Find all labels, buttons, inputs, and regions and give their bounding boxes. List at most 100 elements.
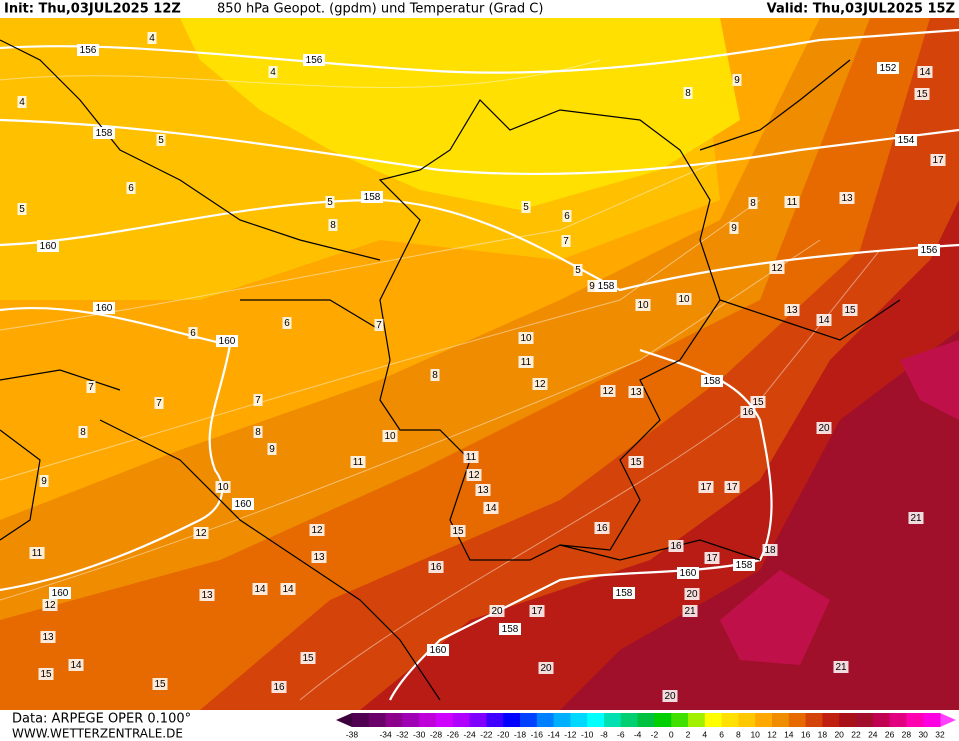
legend-tick-label: -10 <box>581 729 594 739</box>
temperature-label-box <box>762 544 778 556</box>
legend-tick-label: 28 <box>902 729 912 739</box>
geopotential-label-box <box>361 191 383 203</box>
geopotential-label: 158 <box>736 560 753 571</box>
temperature-label-box <box>529 605 545 617</box>
legend-swatch <box>788 713 807 727</box>
temperature-label: 14 <box>919 67 931 78</box>
legend-swatch <box>620 713 639 727</box>
temperature-label-box <box>676 293 692 305</box>
temperature-label-box <box>328 219 338 231</box>
temperature-label: 7 <box>255 395 261 406</box>
legend-swatch <box>721 713 739 727</box>
geopotential-label-box <box>595 280 617 292</box>
temperature-label-box <box>532 378 548 390</box>
temperature-label-box <box>662 690 678 702</box>
geopotential-label: 160 <box>96 303 113 314</box>
temperature-label: 21 <box>910 513 922 524</box>
legend-swatch <box>822 713 840 727</box>
geopotential-label: 158 <box>96 128 113 139</box>
temperature-label-box <box>483 502 499 514</box>
temperature-label: 5 <box>575 265 581 276</box>
init-time: Init: Thu,03JUL2025 12Z <box>4 2 181 17</box>
geopotential-label-box <box>37 240 59 252</box>
legend-tick-label: -24 <box>463 729 476 739</box>
header-band <box>0 0 959 18</box>
geopotential-label-box <box>895 134 917 146</box>
temperature-label: 15 <box>302 653 314 664</box>
temperature-label-box <box>930 154 946 166</box>
temperature-label: 7 <box>88 382 94 393</box>
temperature-label: 17 <box>932 155 944 166</box>
legend-tick-label: -16 <box>531 729 544 739</box>
temperature-label: 14 <box>70 660 82 671</box>
temperature-label-box <box>587 280 597 292</box>
legend-swatch <box>872 713 891 727</box>
temperature-label: 14 <box>485 503 497 514</box>
temperature-label: 15 <box>154 679 166 690</box>
geopotential-line <box>0 118 959 176</box>
legend-tick-label: 16 <box>801 729 811 739</box>
geopotential-label-box <box>701 375 723 387</box>
legend-swatch <box>856 713 874 727</box>
legend-tick-label: -8 <box>600 729 608 739</box>
temperature-label-box <box>463 451 479 463</box>
temperature-label: 16 <box>430 562 442 573</box>
legend-swatch <box>839 713 857 727</box>
temperature-label: 20 <box>818 423 830 434</box>
legend-tick-label: -2 <box>651 729 659 739</box>
temperature-label-box <box>518 332 534 344</box>
geopotential-label-box <box>499 623 521 635</box>
legend-arrow <box>940 713 956 727</box>
temperature-label: 10 <box>520 333 532 344</box>
temperature-label-box <box>917 66 933 78</box>
legend-tick-label: 8 <box>736 729 741 739</box>
legend-tick-label: -6 <box>617 729 625 739</box>
legend-tick-label: -26 <box>447 729 460 739</box>
temperature-label-box <box>282 317 292 329</box>
temperature-label: 9 <box>731 223 737 234</box>
temperature-label-box <box>68 659 84 671</box>
temperature-label: 16 <box>670 541 682 552</box>
legend-tick-label: -34 <box>379 729 392 739</box>
temperature-label-box <box>154 397 164 409</box>
geopotential-label-box <box>77 44 99 56</box>
geopotential-label: 160 <box>52 588 69 599</box>
geopotential-label: 156 <box>306 55 323 66</box>
legend-swatch <box>436 713 454 727</box>
legend-tick-label: 6 <box>719 729 724 739</box>
geopotential-label-box <box>93 127 115 139</box>
temperature-label-box <box>253 426 263 438</box>
temperature-label: 13 <box>630 387 642 398</box>
temperature-label: 11 <box>521 357 532 368</box>
temperature-label: 13 <box>313 552 325 563</box>
temperature-label-box <box>750 396 766 408</box>
legend-swatch <box>570 713 588 727</box>
temperature-label: 12 <box>311 525 323 536</box>
temperature-label-box <box>769 262 785 274</box>
temperature-label-box <box>215 481 231 493</box>
geopotential-label-box <box>93 302 115 314</box>
temperature-label-box <box>350 456 366 468</box>
geopotential-label: 156 <box>80 45 97 56</box>
geopotential-label-box <box>216 335 238 347</box>
temperature-label: 20 <box>686 589 698 600</box>
temperature-label: 5 <box>523 202 529 213</box>
temperature-label-box <box>682 605 698 617</box>
temperature-label-box <box>309 524 325 536</box>
temperature-label: 12 <box>468 470 480 481</box>
temperature-label-box <box>430 369 440 381</box>
temperature-label-box <box>152 678 168 690</box>
temperature-label: 6 <box>284 318 290 329</box>
temperature-label: 12 <box>534 379 546 390</box>
temperature-label-box <box>914 88 930 100</box>
temperature-label: 10 <box>678 294 690 305</box>
border <box>378 99 721 561</box>
legend-swatch <box>889 713 907 727</box>
temperature-label: 16 <box>596 523 608 534</box>
geopotential-label-box <box>877 62 899 74</box>
geopotential-label: 160 <box>430 645 447 656</box>
temperature-label-box <box>724 481 740 493</box>
legend-tick-label: 12 <box>767 729 777 739</box>
temperature-label-box <box>271 681 287 693</box>
legend-tick-label: -20 <box>497 729 510 739</box>
